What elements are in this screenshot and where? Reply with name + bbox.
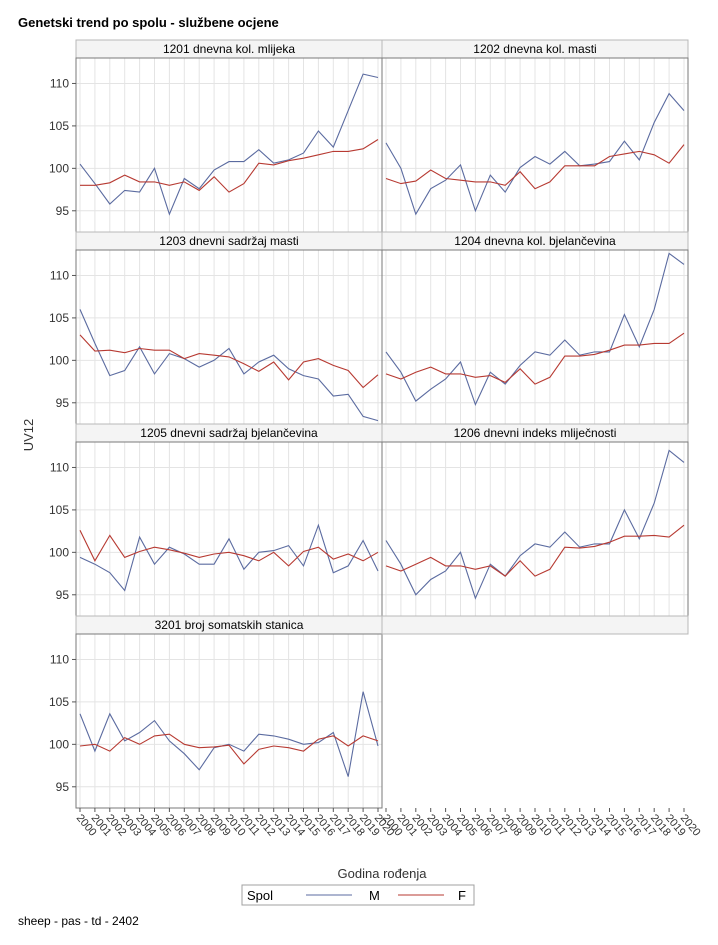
- legend-label-f: F: [458, 888, 466, 903]
- y-tick-label: 105: [49, 119, 69, 133]
- x-axis-ticks: 2000200120022003200420052006200720082009…: [74, 808, 703, 839]
- panel-title: 1201 dnevna kol. mlijeka: [163, 42, 295, 56]
- panel-title: 1205 dnevni sadržaj bjelančevina: [140, 426, 318, 440]
- panel-5: 1205 dnevni sadržaj bjelančevina 95 100 105…: [49, 423, 383, 617]
- series-line-m: [79, 309, 379, 422]
- y-tick-label: 95: [56, 204, 70, 218]
- panel-2: 1202 dnevna kol. masti: [381, 39, 689, 233]
- y-tick-label: 95: [56, 588, 70, 602]
- series-line-f: [79, 530, 379, 567]
- series-line-m: [385, 449, 685, 600]
- panel-header: [381, 615, 689, 635]
- chart-title: Genetski trend po spolu - službene ocjen…: [18, 15, 279, 30]
- panel-6: 1206 dnevni indeks mliječnosti: [381, 423, 689, 617]
- y-axis-label: UV12: [21, 419, 36, 452]
- y-tick-label: 105: [49, 695, 69, 709]
- series-line-f: [385, 332, 685, 385]
- panel-title: 1202 dnevna kol. masti: [473, 42, 596, 56]
- series-line-f: [79, 334, 379, 389]
- y-tick-label: 110: [50, 652, 69, 666]
- series-line-f: [385, 144, 685, 190]
- series-line-m: [385, 252, 685, 406]
- legend-box: [241, 884, 475, 906]
- y-tick-label: 100: [49, 737, 69, 751]
- y-tick-label: 110: [50, 268, 69, 282]
- series-line-f: [79, 733, 379, 765]
- series-line-m: [79, 691, 379, 777]
- panel-4: 1204 dnevna kol. bjelančevina: [381, 231, 689, 425]
- y-tick-label: 100: [49, 353, 69, 367]
- y-tick-label: 100: [49, 545, 69, 559]
- series-line-f: [80, 139, 379, 193]
- legend-title: Spol: [247, 888, 273, 903]
- series-line-f: [385, 524, 685, 577]
- panels: 1201 dnevna kol. mlijeka 95 100 105 110 1202 …: [49, 39, 689, 809]
- y-tick-label: 105: [49, 311, 69, 325]
- panel-title: 3201 broj somatskih stanica: [155, 618, 304, 632]
- y-tick-label: 100: [49, 161, 69, 175]
- panel-3: 1203 dnevni sadržaj masti 95 100 105 110: [49, 231, 383, 425]
- panel-title: 1204 dnevna kol. bjelančevina: [454, 234, 616, 248]
- y-tick-label: 110: [50, 460, 69, 474]
- series-line-m: [79, 73, 379, 216]
- legend: Spol M F: [241, 884, 475, 906]
- panel-title: 1206 dnevni indeks mliječnosti: [454, 426, 617, 440]
- panel-7: 3201 broj somatskih stanica 95 100 105 110: [49, 615, 383, 809]
- panel-1: 1201 dnevna kol. mlijeka 95 100 105 110: [49, 39, 383, 233]
- x-axis-label: Godina rođenja: [338, 866, 428, 881]
- footer-note: sheep - pas - td - 2402: [18, 914, 139, 928]
- series-line-m: [385, 92, 685, 216]
- panel-title: 1203 dnevni sadržaj masti: [159, 234, 298, 248]
- panel-8: [381, 615, 689, 635]
- y-tick-label: 110: [50, 76, 69, 90]
- y-tick-label: 95: [56, 396, 70, 410]
- series-line-m: [79, 523, 379, 592]
- legend-label-m: M: [369, 888, 380, 903]
- y-tick-label: 95: [56, 780, 70, 794]
- y-tick-label: 105: [49, 503, 69, 517]
